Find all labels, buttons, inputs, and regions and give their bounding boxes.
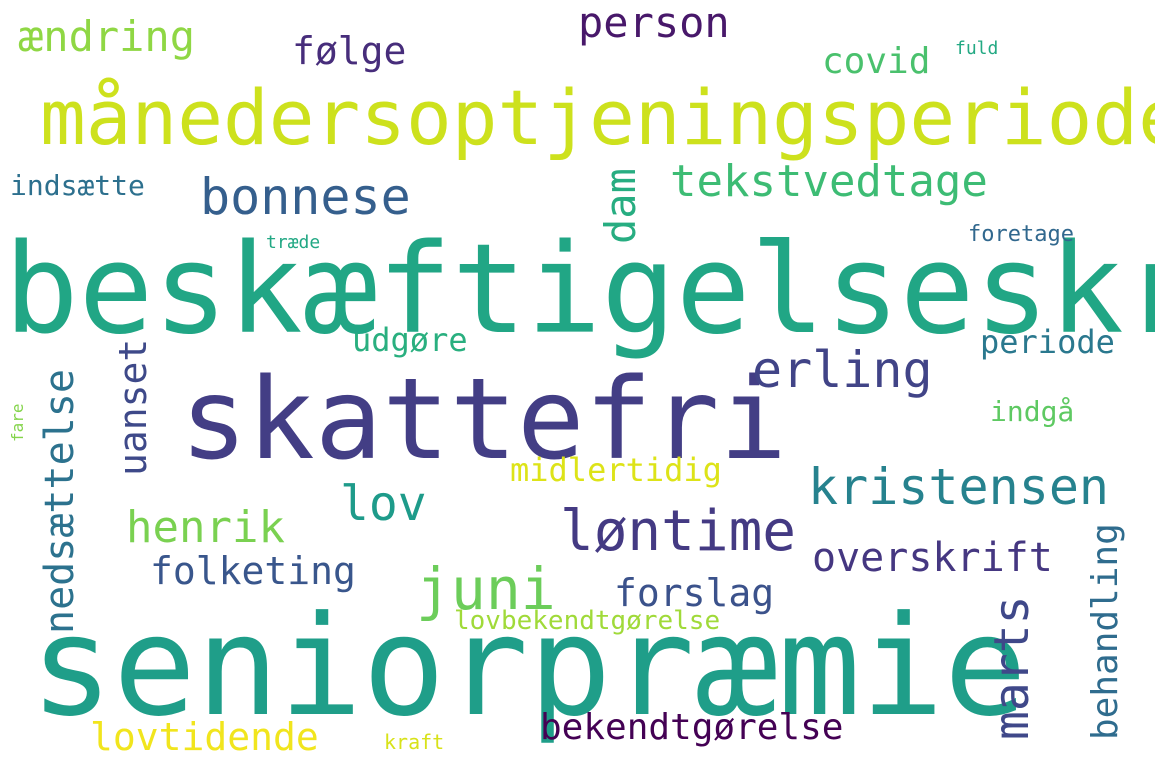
word-foretage: foretage <box>968 222 1074 247</box>
word-beskaeftigelseskrav: beskæftigelseskrav <box>4 218 1155 362</box>
word-fare: fare <box>8 403 27 442</box>
word-bekendtgoerelse: bekendtgørelse <box>540 707 844 748</box>
word-tekstvedtage: tekstvedtage <box>670 156 988 207</box>
word-loentime: løntime <box>560 499 797 564</box>
word-indsaette: indsætte <box>10 169 145 202</box>
word-dam: dam <box>596 168 645 244</box>
word-juni: juni <box>416 555 556 623</box>
word-maanedersoptjeningsperiode: månedersoptjeningsperiode <box>40 73 1155 162</box>
word-kristensen: kristensen <box>808 458 1110 516</box>
word-lovbekendtgoerelse: lovbekendtgørelse <box>454 606 721 636</box>
word-foelge: følge <box>292 29 407 73</box>
word-bonnese: bonnese <box>200 168 411 226</box>
word-person: person <box>578 0 730 47</box>
word-traede: træde <box>266 232 321 253</box>
word-udgoere: udgøre <box>352 321 468 359</box>
word-folketing: folketing <box>150 549 356 593</box>
word-uanset: uanset <box>111 338 155 476</box>
word-nedsaettelse: nedsættelse <box>37 369 83 634</box>
word-indgaa: indgå <box>990 395 1075 428</box>
word-overskrift: overskrift <box>812 535 1053 581</box>
word-fuld: fuld <box>955 38 999 59</box>
word-seniorpraemie: seniorpræmie <box>30 586 1027 747</box>
word-skattefri: skattefri <box>180 355 787 485</box>
word-behandling: behandling <box>1085 523 1126 740</box>
word-lovtidende: lovtidende <box>90 715 319 759</box>
word-midlertidig: midlertidig <box>510 451 722 489</box>
word-lov: lov <box>340 476 427 532</box>
word-erling: erling <box>752 341 933 399</box>
word-forslag: forslag <box>614 571 775 615</box>
word-periode: periode <box>980 323 1115 361</box>
word-kraft: kraft <box>384 730 445 754</box>
word-henrik: henrik <box>126 502 285 553</box>
word-aendring: ændring <box>18 12 196 61</box>
word-covid: covid <box>822 41 931 82</box>
word-marts: marts <box>984 595 1040 741</box>
